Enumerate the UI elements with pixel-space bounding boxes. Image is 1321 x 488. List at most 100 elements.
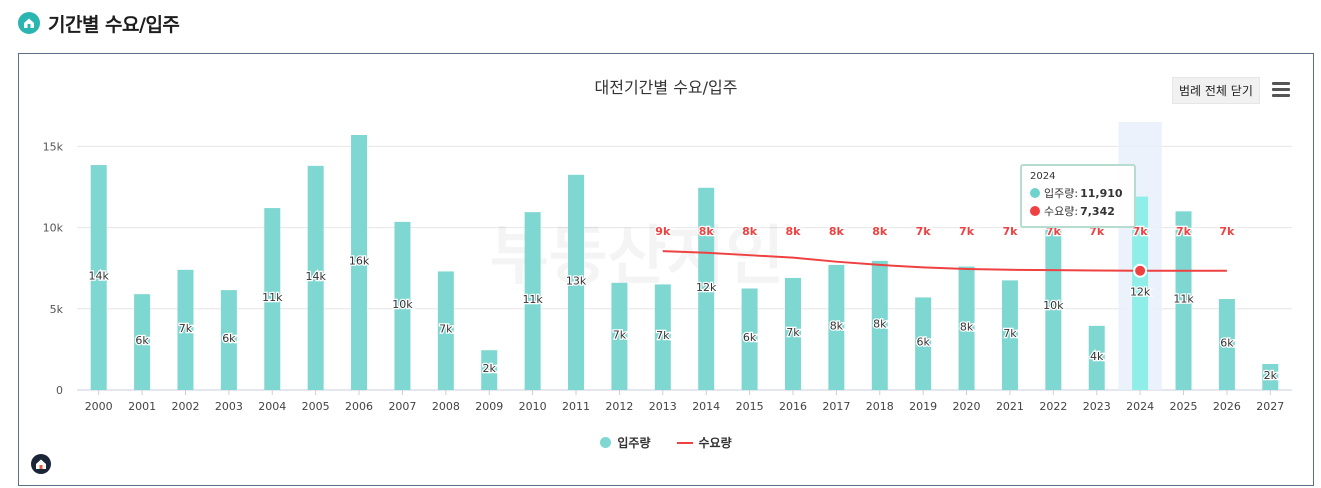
x-tick-label: 2005 (302, 400, 330, 413)
line-data-label: 8k (699, 225, 715, 238)
bar (871, 260, 888, 390)
line-data-label: 7k (1176, 225, 1192, 238)
brand-logo-icon (31, 454, 51, 474)
x-tick-label: 2013 (649, 400, 677, 413)
bar-data-label: 2k (1264, 369, 1278, 382)
x-tick-label: 2027 (1256, 400, 1284, 413)
y-tick-label: 5k (50, 303, 64, 316)
bar (1088, 325, 1105, 390)
bar (958, 266, 975, 390)
home-icon (18, 12, 40, 34)
line-data-label: 7k (916, 225, 932, 238)
bar-data-label: 8k (873, 317, 887, 330)
line-layer (662, 250, 1227, 278)
chart-panel: 부동산지인 14k 6k 7k 6k 11k 14k 16k 10k 7k 2k 11k 13k 7k 7… (18, 53, 1314, 486)
bar-data-label: 13k (566, 274, 587, 287)
x-tick-label: 2008 (432, 400, 460, 413)
x-tick-label: 2004 (258, 400, 286, 413)
legend-toggle-button[interactable]: 범례 전체 닫기 (1172, 77, 1260, 104)
bar (1218, 299, 1235, 390)
line-data-label: 7k (1002, 225, 1018, 238)
bar (1175, 211, 1192, 390)
bar-data-label: 11k (262, 291, 283, 304)
bar-data-label: 16k (349, 254, 370, 267)
bar-data-label: 14k (305, 270, 326, 283)
x-tick-label: 2023 (1083, 400, 1111, 413)
line-data-label: 8k (742, 225, 758, 238)
bar (177, 269, 194, 390)
bar-data-label: 2k (483, 362, 497, 375)
hamburger-menu-icon[interactable] (1272, 82, 1290, 97)
bar (915, 297, 932, 390)
bar-data-label: 7k (439, 323, 453, 336)
bar (351, 134, 368, 390)
x-tick-label: 2018 (866, 400, 894, 413)
line-data-label: 9k (655, 225, 671, 238)
line-data-label: 8k (829, 225, 845, 238)
x-tick-label: 2002 (171, 400, 199, 413)
axis-layer: 0 5k 10k 15k 2000 2001 2002 2003 2004 2005 2006 200… (43, 140, 1285, 413)
legend-label: 입주량 (617, 436, 651, 450)
bar-data-label: 12k (1130, 285, 1151, 298)
bar-data-label: 8k (960, 320, 974, 333)
bar-data-label: 6k (916, 336, 930, 349)
y-tick-label: 0 (56, 384, 63, 397)
bar (784, 277, 801, 390)
bar-data-label: 6k (222, 332, 236, 345)
bar (524, 212, 541, 390)
x-tick-label: 2021 (996, 400, 1024, 413)
bar (828, 264, 845, 390)
bar (437, 271, 454, 390)
bar-data-label: 7k (179, 322, 193, 335)
bar (1132, 196, 1149, 390)
tooltip-year: 2024 (1030, 171, 1056, 182)
bar-data-label: 10k (1043, 299, 1064, 312)
line-data-label: 7k (1133, 225, 1149, 238)
x-tick-label: 2020 (953, 400, 981, 413)
bar-data-label: 7k (656, 329, 670, 342)
legend-item-bar[interactable]: 입주량 (600, 434, 651, 451)
bar-data-label: 8k (830, 319, 844, 332)
x-tick-label: 2019 (909, 400, 937, 413)
x-tick-label: 2022 (1039, 400, 1067, 413)
y-tick-label: 10k (43, 222, 64, 235)
legend-line-icon (676, 441, 693, 444)
bar-layer (90, 134, 1279, 390)
line-data-label: 7k (959, 225, 975, 238)
bar-data-label: 11k (1173, 293, 1194, 306)
tooltip-bar-marker-icon (1030, 188, 1040, 198)
bar-data-label: 12k (696, 281, 717, 294)
bar (220, 290, 237, 390)
bar-data-label: 7k (613, 328, 627, 341)
bar-data-label: 4k (1090, 350, 1104, 363)
line-data-label: 8k (785, 225, 801, 238)
bar-data-label: 7k (786, 326, 800, 339)
bar (264, 208, 281, 390)
page-title: 기간별 수요/입주 (48, 13, 180, 36)
bar-data-label: 6k (1220, 337, 1234, 350)
x-tick-label: 2006 (345, 400, 373, 413)
x-tick-label: 2011 (562, 400, 590, 413)
x-tick-label: 2025 (1170, 400, 1198, 413)
legend-item-line[interactable]: 수요량 (676, 434, 732, 451)
line-data-label: 8k (872, 225, 888, 238)
tooltip-series-name: 수요량 (1044, 205, 1075, 218)
line-series (662, 250, 1227, 272)
bar-data-label: 14k (89, 270, 110, 283)
page-header: 기간별 수요/입주 (18, 8, 180, 38)
tooltip-series-name: 입주량 (1044, 187, 1075, 200)
chart-tooltip: 2024 입주량: 11,910 수요량: 7,342 (1020, 164, 1136, 228)
bar (741, 288, 758, 390)
bar (307, 165, 324, 390)
bar (1045, 223, 1062, 390)
chart-title: 대전기간별 수요/입주 (594, 78, 738, 97)
chart-legend: 입주량 수요량 (19, 434, 1313, 451)
bar (654, 284, 671, 390)
bar (568, 174, 585, 390)
x-tick-label: 2012 (605, 400, 633, 413)
bar-data-label: 11k (522, 293, 543, 306)
legend-dot-icon (600, 437, 612, 448)
x-tick-label: 2009 (475, 400, 503, 413)
x-tick-label: 2007 (388, 400, 416, 413)
